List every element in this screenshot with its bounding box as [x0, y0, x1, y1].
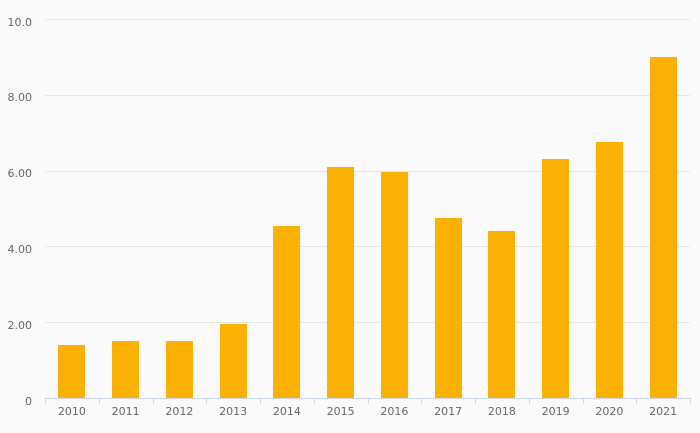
- bar-2012[interactable]: [165, 341, 193, 398]
- bar-2019[interactable]: [542, 159, 570, 398]
- x-axis-tick: [367, 398, 369, 404]
- gridline-8.00: [45, 94, 690, 96]
- y-axis-label: 8.00: [7, 91, 33, 105]
- x-axis-label-2021: 2021: [649, 405, 678, 418]
- x-axis-tick: [152, 398, 154, 404]
- x-axis-tick: [260, 398, 261, 404]
- gridline-4.00: [45, 246, 690, 248]
- y-axis-label: 10.0: [7, 15, 33, 29]
- x-axis-label-2020: 2020: [595, 405, 624, 418]
- gridline-10.0: [45, 19, 690, 20]
- x-axis-tick: [475, 398, 476, 404]
- bar-2017[interactable]: [434, 217, 462, 398]
- x-axis-label-2015: 2015: [326, 405, 355, 418]
- x-axis-label-2019: 2019: [541, 405, 570, 418]
- x-axis-label-2014: 2014: [272, 405, 301, 418]
- x-axis-tick: [45, 398, 46, 404]
- x-axis-label-2013: 2013: [219, 405, 248, 418]
- y-axis-label: 2.00: [7, 318, 33, 332]
- bar-2020[interactable]: [595, 142, 623, 398]
- bar-2015[interactable]: [327, 166, 355, 398]
- y-axis-label: 0: [25, 394, 32, 408]
- bar-2010[interactable]: [58, 344, 86, 398]
- bar-2021[interactable]: [649, 56, 677, 398]
- x-axis-tick: [206, 398, 208, 404]
- bar-2014[interactable]: [273, 225, 301, 398]
- x-axis-tick: [421, 398, 423, 404]
- x-axis-tick: [582, 398, 584, 404]
- x-axis-label-2010: 2010: [57, 405, 86, 418]
- bar-2018[interactable]: [488, 231, 516, 398]
- x-axis-label-2012: 2012: [165, 405, 194, 418]
- gridline-2.00: [45, 322, 690, 324]
- x-axis-tick: [98, 398, 100, 404]
- bar-2016[interactable]: [380, 172, 408, 398]
- x-axis-tick: [528, 398, 530, 404]
- x-axis-tick: [313, 398, 315, 404]
- x-axis-tick: [636, 398, 638, 404]
- x-axis-label-2017: 2017: [434, 405, 463, 418]
- x-axis-label-2018: 2018: [487, 405, 516, 418]
- x-axis-label-2011: 2011: [111, 405, 140, 418]
- bar-2013[interactable]: [219, 324, 247, 398]
- bar-2011[interactable]: [112, 341, 140, 398]
- y-axis-label: 4.00: [7, 242, 33, 256]
- x-axis-tick: [690, 398, 691, 404]
- gridline-6.00: [45, 170, 690, 172]
- y-axis-label: 6.00: [7, 167, 33, 181]
- x-axis-label-2016: 2016: [380, 405, 409, 418]
